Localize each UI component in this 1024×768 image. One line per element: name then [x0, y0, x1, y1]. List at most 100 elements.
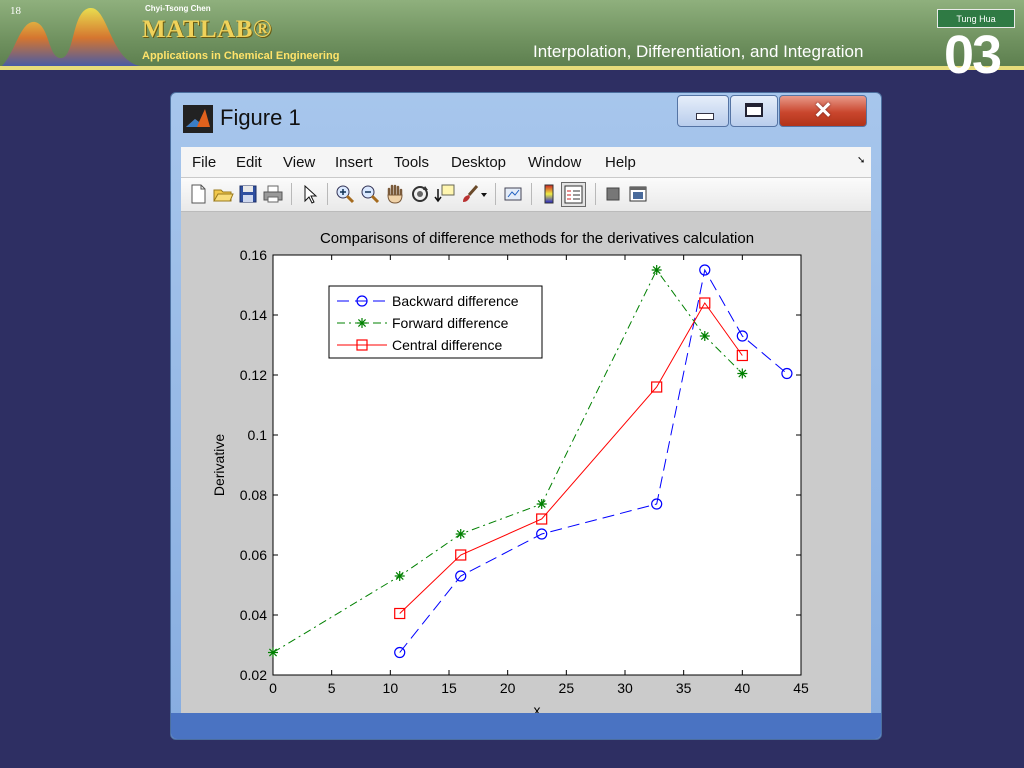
toolbar-separator — [327, 183, 328, 205]
y-tick-label: 0.12 — [240, 367, 267, 383]
data-point-star — [455, 529, 466, 539]
derivative-plot: 0 5 10 15 20 25 30 35 40 45 0.02 0.04 0.06 0.08 0.1 0.1… — [211, 230, 809, 718]
series-line — [399, 302, 743, 614]
x-tick-label: 20 — [500, 680, 516, 696]
x-tick-label: 30 — [617, 680, 633, 696]
data-point-circle — [651, 498, 663, 510]
data-point-star — [651, 265, 662, 275]
data-point-circle — [356, 295, 368, 307]
data-point-square — [356, 339, 368, 351]
data-point-star — [536, 499, 547, 509]
series-forward-difference — [268, 265, 748, 658]
header-divider — [0, 66, 1024, 70]
data-point-square — [699, 297, 711, 309]
menu-insert[interactable]: Insert — [335, 154, 373, 171]
data-point-star — [357, 318, 367, 328]
x-tick-label: 40 — [735, 680, 751, 696]
y-tick-label: 0.06 — [240, 547, 267, 563]
menu-window[interactable]: Window — [528, 154, 582, 171]
author-name: Chyi-Tsong Chen — [145, 4, 211, 13]
menu-desktop[interactable]: Desktop — [451, 154, 507, 171]
y-tick-label: 0.16 — [240, 247, 267, 263]
data-point-circle — [699, 264, 711, 276]
link-plot-icon[interactable] — [502, 183, 524, 205]
legend-toggle[interactable] — [561, 182, 586, 207]
close-button[interactable]: ✕ — [779, 95, 867, 127]
x-tick-label: 0 — [269, 680, 277, 696]
toolbar-separator — [531, 183, 532, 205]
pan-hand-icon[interactable] — [384, 183, 406, 205]
window-titlebar[interactable]: Figure 1 ✕ — [171, 93, 881, 145]
menu-bar: File Edit View Insert Tools Desktop Wind… — [181, 147, 871, 178]
x-axis-label: x — [534, 702, 541, 718]
brush-icon[interactable] — [459, 183, 481, 205]
minimize-button[interactable] — [677, 95, 729, 127]
print-icon[interactable] — [262, 183, 284, 205]
hide-plot-tools-icon[interactable] — [602, 183, 624, 205]
x-tick-label: 5 — [328, 680, 336, 696]
data-point-star — [699, 331, 710, 341]
data-point-star — [394, 571, 405, 581]
data-cursor-icon[interactable] — [434, 183, 456, 205]
section-title: Interpolation, Differentiation, and Inte… — [533, 42, 864, 61]
y-tick-label: 0.14 — [240, 307, 267, 323]
data-point-square — [394, 607, 406, 620]
x-tick-label: 10 — [383, 680, 399, 696]
data-point-square — [651, 381, 663, 393]
y-tick-label: 0.08 — [240, 487, 267, 503]
pointer-icon[interactable] — [298, 183, 320, 205]
toolbar — [181, 178, 871, 212]
save-icon[interactable] — [237, 183, 259, 205]
menu-overflow-icon[interactable]: ➘ — [857, 155, 866, 166]
data-point-star — [737, 368, 748, 379]
data-point-square — [736, 349, 748, 362]
data-point-star — [268, 647, 278, 658]
data-point-circle — [536, 528, 548, 540]
menu-edit[interactable]: Edit — [236, 154, 262, 171]
matlab-app-icon — [183, 105, 213, 133]
legend-label: Central difference — [392, 337, 502, 353]
y-axis-label: Derivative — [211, 434, 227, 496]
toolbar-separator — [291, 183, 292, 205]
menu-help[interactable]: Help — [605, 154, 636, 171]
data-point-square — [455, 549, 467, 561]
legend-label: Forward difference — [392, 315, 509, 331]
university-badge: Tung Hua — [937, 9, 1015, 28]
series-backward-difference — [394, 264, 793, 659]
logo-graphic — [0, 7, 140, 68]
menu-view[interactable]: View — [283, 154, 316, 171]
data-point-circle — [394, 646, 406, 659]
legend-box — [328, 285, 543, 359]
legend-icon — [564, 185, 583, 204]
chart-title: Comparisons of difference methods for th… — [320, 230, 754, 247]
legend: Backward difference Forward difference Cen… — [328, 285, 543, 359]
maximize-button[interactable] — [730, 95, 778, 127]
figure-canvas: 0 5 10 15 20 25 30 35 40 45 0.02 0.04 0.06 0.08 0.1 0.1… — [181, 212, 871, 727]
zoom-out-icon[interactable] — [359, 183, 381, 205]
legend-label: Backward difference — [392, 293, 519, 309]
new-figure-icon[interactable] — [187, 183, 209, 205]
brush-dropdown-icon[interactable] — [479, 183, 489, 205]
data-point-square — [536, 513, 548, 525]
menu-file[interactable]: File — [192, 154, 217, 171]
subtitle: Applications in Chemical Engineering — [142, 50, 340, 62]
menu-tools[interactable]: Tools — [394, 154, 430, 171]
data-point-circle — [736, 330, 748, 342]
x-tick-label: 35 — [676, 680, 692, 696]
rotate-3d-icon[interactable] — [409, 183, 431, 205]
chapter-number: 03 — [944, 25, 1002, 85]
series-central-difference — [394, 297, 748, 620]
slide-header: 18 Chyi-Tsong Chen MATLAB® Applications … — [0, 0, 1024, 68]
toolbar-separator — [495, 183, 496, 205]
x-tick-label: 15 — [441, 680, 457, 696]
matlab-logo: MATLAB® — [142, 16, 273, 43]
figure-window[interactable]: Figure 1 ✕ File Edit View Insert Tools D… — [170, 92, 882, 740]
show-plot-tools-icon[interactable] — [627, 183, 649, 205]
zoom-in-icon[interactable] — [334, 183, 356, 205]
open-file-icon[interactable] — [212, 183, 234, 205]
window-title: Figure 1 — [220, 105, 301, 130]
data-point-circle — [455, 570, 467, 582]
colorbar-icon[interactable] — [538, 183, 560, 205]
close-icon: ✕ — [813, 97, 833, 123]
x-tick-label: 45 — [793, 680, 809, 696]
